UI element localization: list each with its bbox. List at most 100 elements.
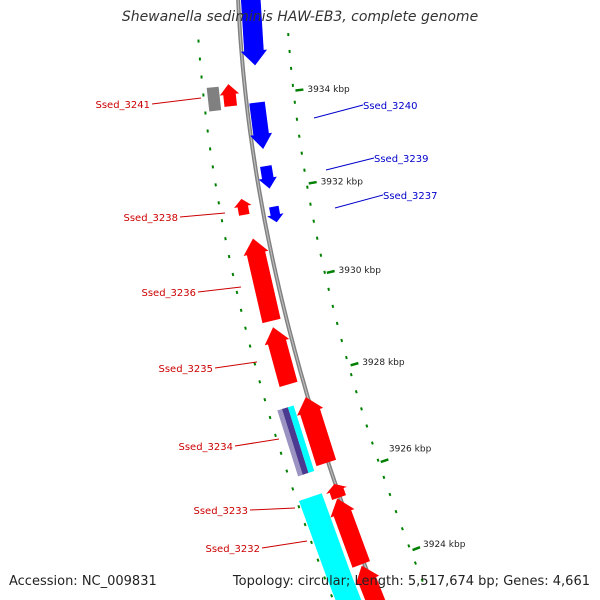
inner-tick xyxy=(253,362,257,366)
major-tick xyxy=(308,180,317,185)
leader-line xyxy=(197,286,242,293)
gene-mixed-block xyxy=(277,408,304,477)
gene-arrow-red xyxy=(330,498,370,568)
inner-tick xyxy=(227,254,231,259)
leader-line xyxy=(249,507,296,511)
outer-tick xyxy=(394,509,398,514)
major-tick xyxy=(326,269,335,275)
inner-tick xyxy=(323,576,327,580)
outer-tick xyxy=(323,270,326,274)
scale-label: 3928 kbp xyxy=(362,358,405,368)
outer-tick xyxy=(340,338,344,343)
gene-rna-block xyxy=(299,493,351,581)
gene-mixed-block xyxy=(282,407,309,475)
leader-line xyxy=(234,438,280,447)
inner-tick xyxy=(244,326,247,330)
gene-label-left: Ssed_3233 xyxy=(193,506,248,517)
outer-tick xyxy=(354,390,358,394)
outer-tick xyxy=(306,185,309,189)
leader-line xyxy=(313,104,364,119)
scale-label: 3934 kbp xyxy=(307,85,350,95)
major-tick xyxy=(380,458,389,464)
inner-tick xyxy=(330,593,334,598)
major-tick xyxy=(350,361,359,367)
inner-tick xyxy=(316,558,320,562)
outer-tick xyxy=(309,202,312,206)
gene-label-left: Ssed_3236 xyxy=(141,288,196,299)
gene-label-left: Ssed_3241 xyxy=(95,100,150,111)
outer-tick xyxy=(365,424,369,428)
gene-arrow-blue xyxy=(267,205,284,223)
gene-pseudo-grey xyxy=(206,86,222,112)
gene-arrow-red xyxy=(219,84,240,107)
inner-tick xyxy=(263,397,267,402)
leader-line xyxy=(151,97,202,105)
leader-line xyxy=(261,540,308,549)
accession-text: Accession: NC_009831 xyxy=(9,574,157,589)
outer-tick xyxy=(420,578,424,583)
gene-label-left: Ssed_3234 xyxy=(178,442,233,453)
gene-label-left: Ssed_3238 xyxy=(123,213,178,224)
inner-tick xyxy=(297,504,301,509)
major-tick xyxy=(295,88,304,92)
outer-tick xyxy=(327,287,330,292)
outer-tick xyxy=(382,475,386,480)
outer-tick xyxy=(400,526,404,531)
gene-features xyxy=(206,0,386,600)
inner-tick xyxy=(303,522,307,527)
inner-tick xyxy=(268,415,272,420)
scale-label: 3932 kbp xyxy=(321,177,364,187)
gene-arrow-red xyxy=(355,565,386,600)
inner-tick xyxy=(220,219,224,223)
outer-tick xyxy=(349,372,353,377)
gene-arrow-red xyxy=(243,238,281,324)
inner-tick xyxy=(217,201,220,205)
map-title: Shewanella sediminis HAW-EB3, complete g… xyxy=(121,9,479,25)
inner-tick xyxy=(235,290,239,295)
tick-marks xyxy=(197,32,424,598)
outer-tick xyxy=(407,544,411,548)
inner-tick xyxy=(285,469,289,473)
gene-arrow-red xyxy=(264,327,298,387)
inner-tick xyxy=(291,487,295,491)
leader-line xyxy=(179,212,226,218)
scale-label: 3926 kbp xyxy=(389,444,432,454)
leader-line xyxy=(214,361,258,369)
outer-tick xyxy=(370,441,374,445)
gene-label-right: Ssed_3240 xyxy=(363,101,418,112)
gene-arrow-red xyxy=(234,198,252,216)
outer-tick xyxy=(376,458,380,462)
outer-tick xyxy=(388,492,392,497)
label-leader-lines xyxy=(151,97,384,549)
gene-label-right: Ssed_3237 xyxy=(383,191,438,202)
gene-arrow-red xyxy=(297,397,337,467)
outer-tick xyxy=(360,407,363,411)
gene-arrow-red xyxy=(326,483,347,500)
gene-label-left: Ssed_3232 xyxy=(205,544,260,555)
gene-label-left: Ssed_3235 xyxy=(158,364,213,375)
outer-tick xyxy=(345,355,348,360)
gene-rna-block xyxy=(287,405,315,473)
inner-tick xyxy=(239,308,243,312)
inner-tick xyxy=(224,236,227,241)
outer-tick xyxy=(315,236,319,240)
gene-arrow-blue xyxy=(240,0,268,66)
gene-arrow-blue xyxy=(258,165,277,189)
leader-line xyxy=(334,194,384,209)
outer-tick xyxy=(312,219,316,223)
scale-label: 3924 kbp xyxy=(423,540,466,550)
leader-line xyxy=(325,157,375,171)
inner-tick xyxy=(248,344,252,348)
inner-tick xyxy=(231,272,235,277)
outer-tick xyxy=(331,304,335,309)
scale-label: 3930 kbp xyxy=(339,266,382,276)
inner-tick xyxy=(279,451,283,455)
outer-tick xyxy=(413,561,417,565)
genes-count-text: Genes: 4,661 xyxy=(503,574,590,589)
outer-tick xyxy=(319,253,323,257)
length-text: Length: 5,517,674 bp; xyxy=(354,574,500,589)
gene-arrow-blue xyxy=(249,101,273,149)
gene-label-right: Ssed_3239 xyxy=(374,154,429,165)
